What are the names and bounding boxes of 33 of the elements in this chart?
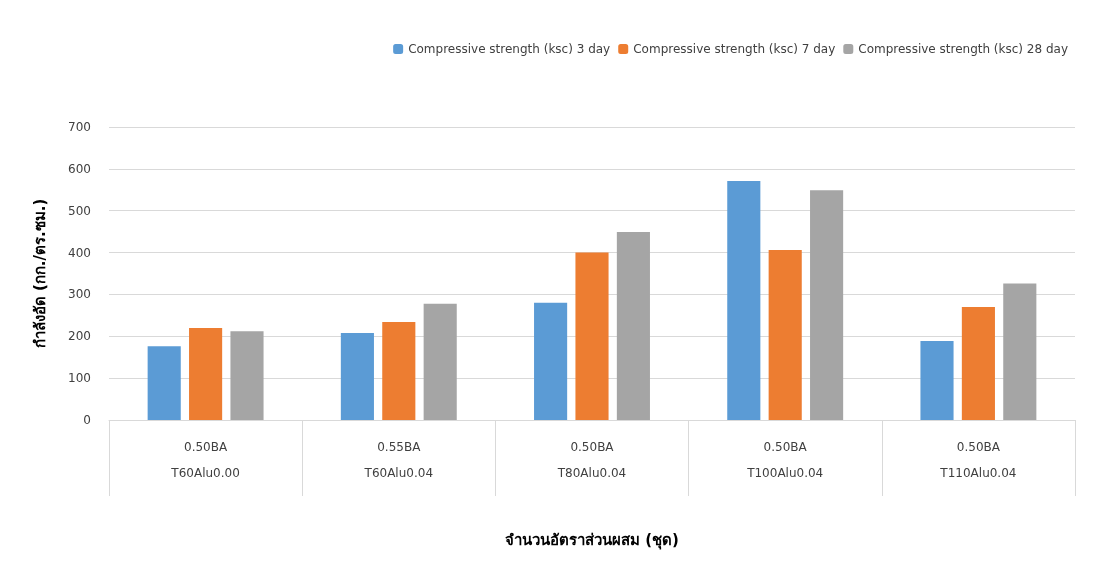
y-tick-label: 700 xyxy=(68,120,91,134)
y-axis-title: กำลังอัด (กก./ตร.ซม.) xyxy=(30,198,49,349)
y-tick-label: 400 xyxy=(68,245,91,260)
y-tick-label: 600 xyxy=(68,161,91,176)
y-tick-label: 0 xyxy=(83,413,91,427)
bar xyxy=(616,232,650,420)
bar xyxy=(575,252,609,420)
bar xyxy=(340,332,374,420)
bar xyxy=(534,302,568,420)
x-tick-label: 0.50BA T100Alu0.04 xyxy=(746,440,824,480)
bar xyxy=(810,190,844,420)
legend-label: Compressive strength (ksc) 3 day xyxy=(408,42,611,56)
bar xyxy=(961,306,995,420)
x-tick-label: 0.50BA T110Alu0.04 xyxy=(939,440,1017,480)
legend-label: Compressive strength (ksc) 7 day xyxy=(633,42,836,56)
bar xyxy=(382,322,416,420)
bar xyxy=(189,327,223,420)
bar xyxy=(768,250,802,420)
x-tick-label: 0.50BA T80Alu0.04 xyxy=(556,440,627,480)
x-tick-label: 0.50BA T60Alu0.00 xyxy=(170,440,240,480)
bar xyxy=(423,303,457,420)
x-axis-title: จำนวนอัตราส่วนผสม (ชุด) xyxy=(505,530,679,550)
bar xyxy=(147,346,181,420)
y-tick-label: 100 xyxy=(68,371,91,386)
y-tick-label: 300 xyxy=(68,287,91,302)
y-tick-label: 200 xyxy=(68,329,91,344)
y-tick-label: 500 xyxy=(68,203,91,218)
legend-label: Compressive strength (ksc) 28 day xyxy=(858,42,1069,56)
bar xyxy=(920,340,954,420)
x-tick-label: 0.55BA T60Alu0.04 xyxy=(363,440,434,480)
bar xyxy=(727,181,761,420)
bar xyxy=(1003,283,1037,420)
bar xyxy=(230,331,264,420)
